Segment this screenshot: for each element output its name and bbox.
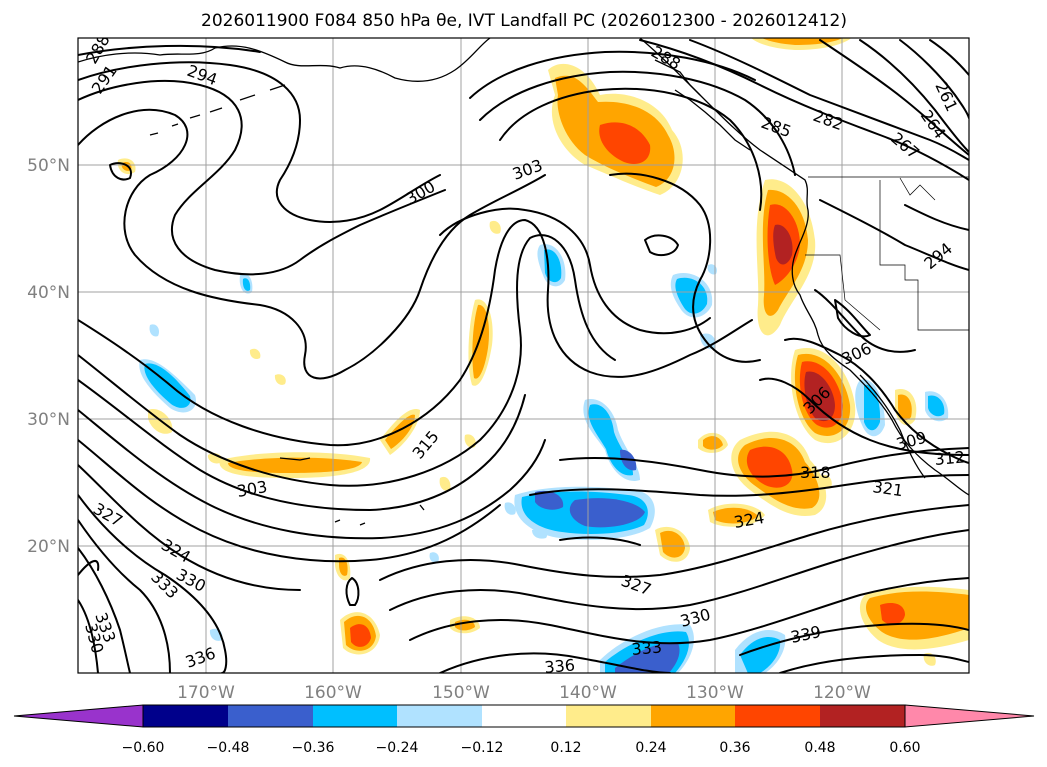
gridlines [78,38,969,673]
lat-label-50n: 50°N [27,156,70,176]
lon-label-140w: 140°W [559,683,617,703]
colorbar-tick-label: 0.48 [804,740,835,756]
map-frame [77,37,970,674]
lat-label-40n: 40°N [27,283,70,303]
lat-label-30n: 30°N [27,410,70,430]
colorbar-tick-label: 0.12 [550,740,581,756]
colorbar-tick-label: −0.24 [376,740,419,756]
colorbar-tick-label: −0.48 [207,740,250,756]
colorbar-segment [735,705,820,727]
contour-label: 321 [871,477,904,500]
lon-label-130w: 130°W [686,683,744,703]
bc-coast [639,38,969,496]
colorbar-tick-label: −0.60 [122,740,165,756]
lon-label-150w: 150°W [432,683,490,703]
hawaii [279,457,425,526]
alaska-coast [78,38,491,82]
colorbar-segment [228,705,313,727]
contour-label: 318 [800,463,831,482]
colorbar-extend-low [13,704,144,728]
lat-label-20n: 20°N [27,537,70,557]
map-panel: 288 291 294 300 303 288 285 282 267 264 … [78,38,969,677]
lon-label-160w: 160°W [304,683,362,703]
colorbar-segment [651,705,735,727]
contour-label: 333 [631,637,663,659]
colorbar-extend-high [904,704,1035,728]
colorbar-segment [482,705,566,727]
map-title: 2026011900 F084 850 hPa θe, IVT Landfall… [201,11,847,31]
colorbar: −0.60 −0.48 −0.36 −0.24 −0.12 0.12 0.24 … [13,704,1035,756]
contour-line [78,108,546,380]
colorbar-tick-label: 0.60 [889,740,920,756]
coastlines [78,38,969,526]
contour-label: 336 [544,655,576,677]
colorbar-segment [820,705,905,727]
lat-labels: 50°N 40°N 30°N 20°N [27,156,70,557]
baja-coast [859,374,926,479]
lon-labels: 170°W 160°W 150°W 140°W 130°W 120°W [177,683,871,703]
colorbar-segment [143,705,228,727]
lon-label-120w: 120°W [813,683,871,703]
colorbar-tick-label: −0.12 [461,740,504,756]
colorbar-segment [566,705,651,727]
colorbar-segment [397,705,482,727]
lon-label-170w: 170°W [177,683,235,703]
colorbar-tick-label: −0.36 [292,740,335,756]
colorbar-segment [313,705,397,727]
colorbar-tick-label: 0.24 [635,740,666,756]
contour-layer [78,39,969,673]
colorbar-tick-label: 0.36 [719,740,750,756]
contour-label: 312 [934,447,966,469]
